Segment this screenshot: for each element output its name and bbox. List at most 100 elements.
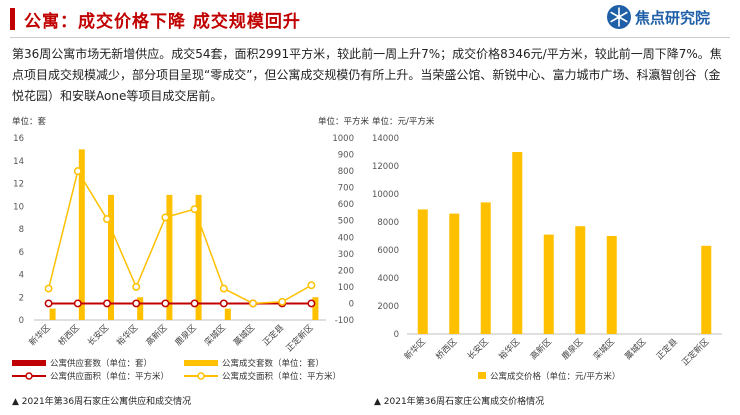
transaction-units-bar bbox=[312, 297, 319, 320]
right-tick-label: -100 bbox=[335, 316, 354, 326]
price-axis-unit: 单位：元/平方米 bbox=[372, 116, 435, 127]
transaction-area-point bbox=[73, 167, 82, 176]
legend-label: 公寓供应面积（单位：平方米） bbox=[50, 371, 169, 382]
price-bar bbox=[449, 213, 460, 334]
legend-swatch bbox=[12, 360, 46, 366]
transaction-area-point bbox=[44, 284, 53, 293]
right-tick-label: 100 bbox=[338, 283, 354, 293]
category-label: 鹿泉区 bbox=[173, 322, 199, 348]
right-axis-unit: 单位：平方米 bbox=[318, 116, 370, 127]
left-tick-label: 6 bbox=[19, 248, 24, 258]
right-tick-label: 900 bbox=[338, 151, 354, 161]
chart-supply-transactions: 单位：套 单位：平方米 0 2 4 6 8 10 12 14 16 -100 0 100 200 300 400… bbox=[12, 116, 370, 407]
right-tick-label: 0 bbox=[349, 299, 354, 309]
category-label: 裕华区 bbox=[115, 322, 141, 348]
transaction-area-point bbox=[103, 215, 111, 224]
left-tick-label: 12 bbox=[13, 180, 24, 190]
price-category-label: 正定县 bbox=[654, 336, 680, 362]
right-tick-label: 600 bbox=[338, 200, 354, 210]
transaction-units-bar bbox=[195, 194, 202, 320]
transaction-area-point bbox=[161, 213, 170, 222]
transaction-units-bar bbox=[49, 308, 56, 320]
supply-area-point bbox=[132, 299, 141, 308]
left-tick-label: 16 bbox=[13, 134, 24, 144]
supply-area-point bbox=[73, 299, 82, 308]
price-tick-label: 6000 bbox=[377, 246, 399, 256]
transaction-area-point bbox=[132, 282, 141, 291]
left-tick-label: 4 bbox=[19, 271, 24, 281]
price-tick-label: 12000 bbox=[372, 162, 399, 172]
price-legend-swatch bbox=[478, 372, 486, 379]
price-category-label: 栾城区 bbox=[591, 336, 617, 362]
price-category-label: 长安区 bbox=[465, 336, 491, 362]
legend-label: 公寓供应套数（单位：套） bbox=[50, 358, 152, 369]
supply-area-point bbox=[103, 299, 111, 308]
price-category-label: 鹿泉区 bbox=[560, 336, 586, 362]
price-bar bbox=[480, 202, 491, 334]
price-bar bbox=[512, 152, 523, 334]
page-header: 公寓：成交价格下降 成交规模回升 bbox=[10, 6, 301, 32]
price-legend-label: 公寓成交价格（单位：元/平方米） bbox=[490, 371, 620, 382]
left-tick-label: 8 bbox=[19, 225, 24, 235]
price-tick-label: 4000 bbox=[377, 274, 399, 284]
category-label: 新华区 bbox=[27, 322, 53, 348]
category-label: 藁城区 bbox=[231, 322, 257, 348]
price-tick-label: 8000 bbox=[377, 218, 399, 228]
category-label: 高新区 bbox=[144, 322, 170, 348]
price-tick-label: 0 bbox=[394, 330, 399, 340]
snowflake-logo-icon bbox=[607, 5, 631, 29]
category-label: 栾城区 bbox=[202, 322, 228, 348]
legend-swatch bbox=[184, 360, 218, 366]
price-category-label: 藁城区 bbox=[623, 336, 649, 362]
transaction-area-point bbox=[307, 281, 316, 290]
price-bar bbox=[543, 234, 554, 334]
legend-label: 公寓成交套数（单位：套） bbox=[222, 358, 324, 369]
transaction-area-point bbox=[219, 284, 228, 293]
category-label: 长安区 bbox=[85, 322, 111, 348]
right-tick-label: 800 bbox=[338, 167, 354, 177]
transaction-units-bar bbox=[108, 194, 114, 320]
left-axis-unit: 单位：套 bbox=[12, 116, 47, 127]
price-bar bbox=[606, 236, 617, 334]
transaction-area-line bbox=[47, 169, 312, 305]
brand-logo: 焦点研究院 bbox=[606, 4, 710, 30]
left-tick-label: 2 bbox=[19, 293, 24, 303]
left-tick-label: 10 bbox=[13, 202, 24, 212]
supply-area-point bbox=[190, 299, 199, 308]
chart-transaction-price: 单位：元/平方米 0 2000 4000 6000 8000 10000 12000 14000… bbox=[372, 116, 722, 407]
category-label: 正定县 bbox=[261, 322, 287, 348]
transaction-units-bar bbox=[137, 297, 144, 320]
transaction-area-point bbox=[249, 299, 257, 308]
transaction-units-bar bbox=[224, 308, 231, 320]
left-tick-label: 14 bbox=[13, 157, 24, 167]
legend-marker bbox=[25, 372, 33, 380]
supply-area-point bbox=[161, 299, 170, 308]
page-title: 公寓：成交价格下降 成交规模回升 bbox=[24, 11, 301, 32]
legend-marker bbox=[197, 372, 205, 380]
right-tick-label: 500 bbox=[338, 217, 354, 227]
category-label: 正定新区 bbox=[284, 322, 316, 354]
price-category-label: 桥西区 bbox=[434, 336, 460, 362]
supply-area-point bbox=[44, 299, 53, 308]
transaction-units-bar bbox=[78, 149, 85, 320]
price-category-label: 正定新区 bbox=[680, 336, 712, 368]
price-chart-caption: ▲ 2021年第36周石家庄公寓成交价格情况 bbox=[374, 395, 544, 407]
price-bar bbox=[575, 226, 586, 334]
price-category-label: 裕华区 bbox=[497, 336, 523, 362]
supply-area-point bbox=[219, 299, 228, 308]
right-tick-label: 300 bbox=[338, 250, 354, 260]
summary-paragraph: 第36周公寓市场无新增供应。成交54套，面积2991平方米，较此前一周上升7%；… bbox=[12, 47, 722, 103]
price-category-label: 新华区 bbox=[402, 336, 428, 362]
right-tick-label: 700 bbox=[338, 184, 354, 194]
price-tick-label: 2000 bbox=[377, 302, 399, 312]
chart-caption: ▲ 2021年第36周石家庄公寓供应和成交情况 bbox=[12, 395, 191, 407]
transaction-area-point bbox=[278, 297, 287, 306]
legend-label: 公寓成交面积（单位：平方米） bbox=[222, 371, 341, 382]
category-label: 桥西区 bbox=[56, 322, 82, 348]
transaction-units-bar bbox=[166, 194, 173, 320]
price-category-label: 高新区 bbox=[528, 336, 554, 362]
right-tick-label: 1000 bbox=[332, 134, 354, 144]
price-bar bbox=[417, 209, 428, 334]
right-tick-label: 200 bbox=[338, 266, 354, 276]
